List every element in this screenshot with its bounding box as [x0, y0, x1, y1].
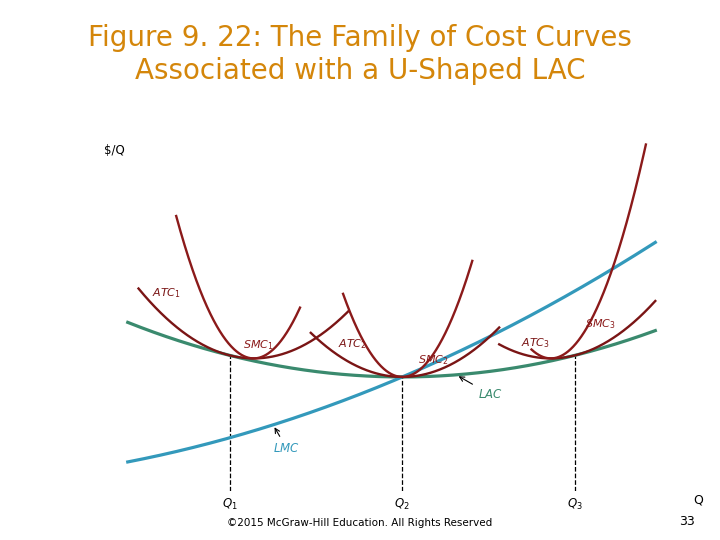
- Text: $LMC$: $LMC$: [273, 428, 300, 455]
- Text: $ATC_3$: $ATC_3$: [521, 336, 550, 350]
- Text: $LAC$: $LAC$: [459, 377, 503, 401]
- Text: $Q_2$: $Q_2$: [395, 497, 410, 512]
- Text: 33: 33: [679, 515, 695, 528]
- Text: Associated with a U-Shaped LAC: Associated with a U-Shaped LAC: [135, 57, 585, 85]
- Text: $SMC_3$: $SMC_3$: [585, 317, 616, 330]
- Text: Q: Q: [693, 494, 703, 507]
- Text: $ATC_2$: $ATC_2$: [338, 338, 366, 351]
- Text: $Q_1$: $Q_1$: [222, 497, 238, 512]
- Text: $SMC_2$: $SMC_2$: [418, 353, 449, 367]
- Text: $Q_3$: $Q_3$: [567, 497, 582, 512]
- Text: Figure 9. 22: The Family of Cost Curves: Figure 9. 22: The Family of Cost Curves: [88, 24, 632, 52]
- Text: $/Q: $/Q: [104, 144, 125, 157]
- Text: $ATC_1$: $ATC_1$: [152, 286, 181, 300]
- Text: ©2015 McGraw-Hill Education. All Rights Reserved: ©2015 McGraw-Hill Education. All Rights …: [228, 518, 492, 528]
- Text: $SMC_1$: $SMC_1$: [243, 339, 274, 352]
